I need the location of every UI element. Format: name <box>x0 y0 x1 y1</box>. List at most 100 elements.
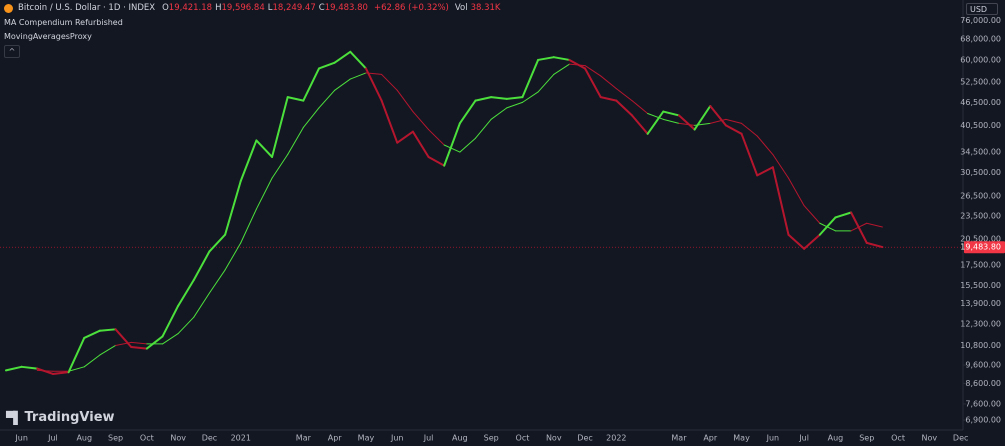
price-segment <box>145 335 164 350</box>
y-tick-label: 34,500.00 <box>960 148 1001 157</box>
ohlc-value: 18,249.47 <box>272 3 316 13</box>
indicator-name[interactable]: MA Compendium Refurbished <box>4 18 123 27</box>
x-tick-label: Sep <box>484 434 499 443</box>
x-tick-label: Aug <box>76 434 92 443</box>
ma-segment <box>741 122 758 137</box>
y-tick-label: 9,600.00 <box>965 361 1001 370</box>
ohlc-label: H <box>215 3 222 13</box>
ma-segment <box>772 154 789 179</box>
ma-segment <box>490 107 508 120</box>
price-segment <box>631 114 649 135</box>
ma-segment <box>287 126 304 156</box>
symbol-icon <box>4 3 13 13</box>
y-tick-label: 46,500.00 <box>960 98 1001 107</box>
ma-segment <box>334 78 351 91</box>
price-segment <box>615 99 633 117</box>
x-tick-label: Apr <box>328 434 343 443</box>
price-segment <box>318 61 336 70</box>
x-tick-label: Mar <box>671 434 687 443</box>
ma-segment <box>240 208 257 244</box>
ma-segment <box>365 72 383 75</box>
x-tick-label: Oct <box>140 434 154 443</box>
symbol-name[interactable]: Bitcoin / U.S. Dollar · 1D · INDEX <box>18 3 156 13</box>
brand-name: TradingView <box>24 410 115 425</box>
y-tick-label: 8,600.00 <box>965 379 1001 388</box>
last-price-label: 19,483.80 <box>960 243 1001 252</box>
price-segment <box>756 166 774 177</box>
legend-header: Bitcoin / U.S. Dollar · 1D · INDEX O 19,4… <box>4 3 504 13</box>
y-tick-label: 7,600.00 <box>965 399 1001 408</box>
currency[interactable]: USD <box>966 3 998 15</box>
ma-segment <box>600 75 617 90</box>
price-segment <box>474 96 493 102</box>
ma-segment <box>318 89 336 109</box>
x-tick-label: Sep <box>859 434 874 443</box>
x-tick-label: Oct <box>891 434 905 443</box>
y-tick-label: 30,500.00 <box>960 168 1001 177</box>
ohlc-label: C <box>318 3 325 13</box>
ma-segment <box>506 101 523 109</box>
price-segment <box>114 328 133 349</box>
x-tick-label: Dec <box>202 434 217 443</box>
ma-segment <box>568 63 586 67</box>
x-tick-label: 2022 <box>606 434 626 443</box>
y-tick-label: 17,500.00 <box>960 261 1001 270</box>
x-tick-label: 2021 <box>231 434 251 443</box>
y-tick-label: 52,500.00 <box>960 78 1001 87</box>
ma-segment <box>224 242 242 271</box>
ma-segment <box>537 73 555 93</box>
x-tick-label: Sep <box>108 434 123 443</box>
ma-segment <box>631 100 649 114</box>
ma-segment <box>177 316 195 335</box>
price-segment <box>20 365 39 370</box>
price-segment <box>537 56 555 61</box>
x-tick-label: Jun <box>14 434 28 443</box>
ma-segment <box>193 292 210 318</box>
ohlc: O 19,421.18 H 19,596.84 L 18,249.47 C 19,483.80 <box>162 3 371 13</box>
ma-segment <box>694 122 711 126</box>
ma-segment <box>83 354 101 368</box>
ma-segment <box>803 205 821 224</box>
ma-segment <box>756 135 774 156</box>
ma-segment <box>615 88 633 102</box>
brand[interactable]: ▀▌ TradingView <box>6 410 115 425</box>
volume-label: Vol <box>454 3 468 13</box>
ma-segment <box>255 177 273 210</box>
price-segment <box>239 139 258 182</box>
ma-segment <box>396 89 414 113</box>
y-tick-label: 12,300.00 <box>960 319 1001 328</box>
y-tick-label: 40,500.00 <box>960 121 1001 130</box>
ma-segment <box>349 72 367 80</box>
ohlc-value: 19,483.80 <box>324 3 368 13</box>
y-tick-label: 60,000.00 <box>960 55 1001 64</box>
ma-segment <box>662 118 680 124</box>
series-0 <box>5 50 884 375</box>
price-segment <box>850 211 868 244</box>
brand-logo: ▀▌ <box>6 410 23 425</box>
indicator-name[interactable]: MovingAveragesProxy <box>4 32 92 41</box>
x-tick-label: Dec <box>577 434 592 443</box>
ma-segment <box>115 341 132 346</box>
x-tick-label: Apr <box>703 434 718 443</box>
last-price-box <box>964 241 1005 254</box>
price-segment <box>349 50 367 70</box>
price-segment <box>505 96 524 100</box>
price-segment <box>286 96 305 102</box>
volume-value: 38.31K <box>470 3 501 13</box>
x-tick-label: Jul <box>423 434 434 443</box>
ma-segment <box>208 269 226 294</box>
price-segment <box>584 67 602 99</box>
x-tick-label: Jun <box>766 434 780 443</box>
price-segment <box>130 346 148 350</box>
price-segment <box>427 155 446 167</box>
y-tick-label: 20,500.00 <box>960 234 1001 243</box>
price-segment <box>599 96 618 102</box>
price-segment <box>224 179 242 236</box>
x-tick-label: Jul <box>798 434 809 443</box>
collapse-button[interactable]: ^ <box>4 45 20 58</box>
price-segment <box>521 58 540 99</box>
ma-segment <box>521 91 539 103</box>
price-segment <box>724 124 743 135</box>
